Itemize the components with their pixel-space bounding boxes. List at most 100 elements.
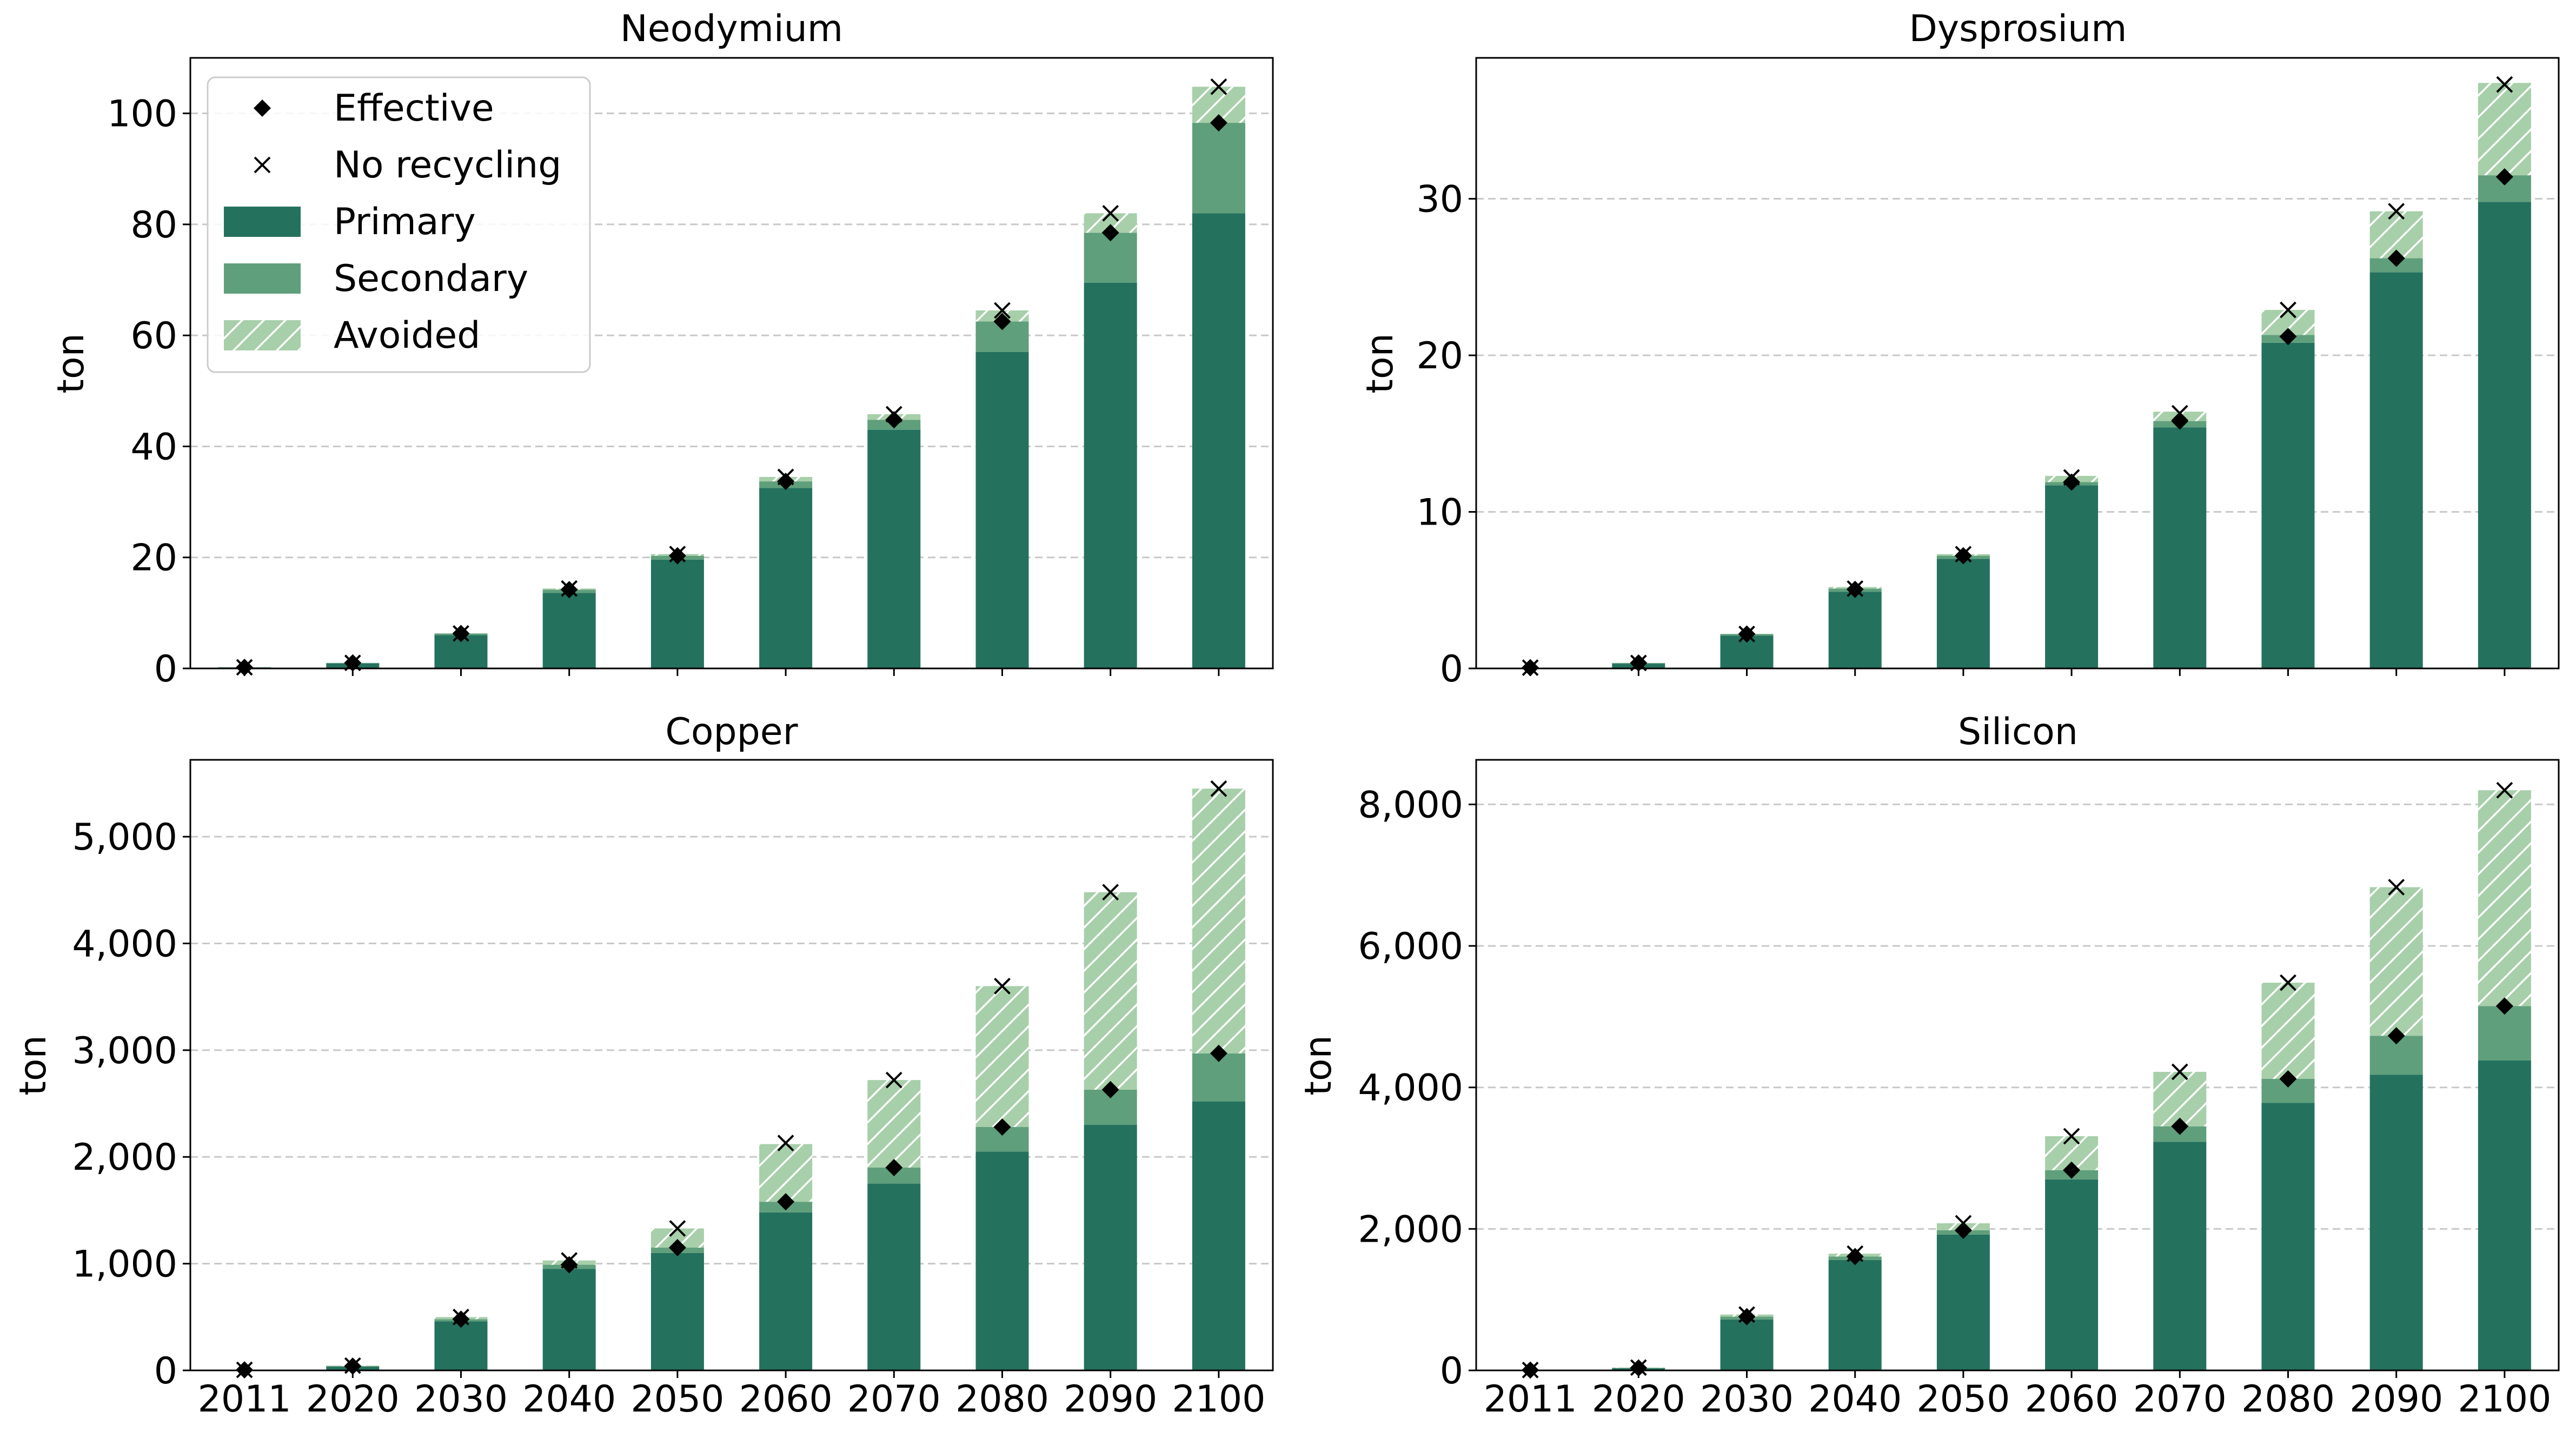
x-tick-label: 2011 bbox=[1484, 1378, 1577, 1421]
no-recycling-marker bbox=[669, 1220, 686, 1237]
bars bbox=[218, 87, 1245, 668]
effective-marker bbox=[777, 473, 795, 491]
effective-marker bbox=[1738, 625, 1756, 643]
effective-marker bbox=[560, 1256, 578, 1274]
effective-marker bbox=[1954, 547, 1972, 565]
effective-marker bbox=[560, 581, 578, 599]
markers bbox=[236, 78, 1227, 676]
x-tick-label: 2080 bbox=[2241, 1378, 2335, 1421]
y-axis-label: ton bbox=[1359, 333, 1402, 393]
bar-primary bbox=[650, 559, 704, 668]
bar-primary bbox=[1192, 1101, 1245, 1370]
legend-effective-label: Effective bbox=[334, 87, 494, 130]
plot-frame bbox=[1475, 57, 2560, 670]
bar-avoided bbox=[2478, 790, 2531, 1006]
no-recycling-marker bbox=[777, 1135, 794, 1152]
x-tick-label: 2030 bbox=[414, 1378, 508, 1421]
markers bbox=[236, 780, 1227, 1379]
no-recycling-marker bbox=[2388, 879, 2405, 896]
no-recycling-marker bbox=[994, 302, 1011, 319]
markers bbox=[1522, 76, 2513, 677]
bar-primary bbox=[975, 1151, 1029, 1370]
bar-primary bbox=[1192, 213, 1245, 668]
bar-primary bbox=[1828, 1260, 1882, 1370]
legend-no-recycling-marker bbox=[254, 156, 271, 174]
y-tick-label: 0 bbox=[1440, 1350, 1463, 1393]
bar-avoided bbox=[975, 986, 1029, 1127]
bar-primary bbox=[542, 1269, 596, 1370]
x-tick-label: 2100 bbox=[2458, 1378, 2551, 1421]
y-tick-label: 1,000 bbox=[72, 1243, 177, 1286]
y-tick-label: 10 bbox=[1416, 492, 1463, 534]
y-ticks: 0 1,000 2,000 3,000 4,000 5,000 bbox=[72, 816, 190, 1393]
no-recycling-marker bbox=[2496, 76, 2513, 93]
bar-avoided bbox=[867, 1080, 921, 1168]
bar-primary bbox=[2478, 1060, 2531, 1370]
chart-title: Copper bbox=[665, 711, 798, 753]
y-axis-label: ton bbox=[12, 1035, 55, 1095]
bar-primary bbox=[2261, 342, 2315, 668]
effective-marker bbox=[452, 625, 470, 642]
chart-title: Silicon bbox=[1958, 711, 2078, 753]
x-tick-label: 2030 bbox=[1700, 1378, 1794, 1421]
x-tick-label: 2060 bbox=[2025, 1378, 2119, 1421]
x-tick-label: 2090 bbox=[1064, 1378, 1157, 1421]
y-tick-label: 3,000 bbox=[72, 1030, 177, 1072]
y-ticks: 0 10 20 30 bbox=[1416, 178, 1476, 691]
x-tick-label: 2070 bbox=[2133, 1378, 2227, 1421]
bar-primary bbox=[1828, 592, 1882, 668]
chart-panel-copper: Copper ton 0 1,000 2,000 3,000 4,000 5,000 20… bbox=[12, 711, 1274, 1421]
x-tick-label: 2090 bbox=[2349, 1378, 2443, 1421]
x-tick-label: 2011 bbox=[198, 1378, 291, 1421]
bars bbox=[218, 788, 1245, 1370]
chart-panel-neodymium: Neodymium ton 0 20 40 60 80 100 Effective No … bbox=[50, 8, 1274, 691]
bar-primary bbox=[975, 352, 1029, 668]
x-ticks bbox=[1529, 668, 2506, 676]
y-tick-label: 2,000 bbox=[72, 1136, 177, 1179]
effective-marker bbox=[1210, 1044, 1227, 1062]
x-ticks bbox=[243, 668, 1220, 676]
bar-primary bbox=[2153, 427, 2207, 668]
effective-marker bbox=[344, 654, 362, 672]
y-tick-label: 8,000 bbox=[1358, 784, 1463, 826]
effective-marker bbox=[777, 1193, 795, 1211]
bar-primary bbox=[2478, 202, 2531, 668]
bar-primary bbox=[867, 429, 921, 668]
y-tick-label: 4,000 bbox=[1358, 1067, 1463, 1110]
effective-marker bbox=[1846, 1248, 1864, 1265]
y-tick-label: 0 bbox=[1440, 648, 1463, 691]
x-tick-label: 2060 bbox=[739, 1378, 833, 1421]
no-recycling-marker bbox=[885, 1071, 902, 1089]
effective-marker bbox=[2279, 328, 2297, 346]
effective-marker bbox=[1101, 224, 1119, 242]
bar-primary bbox=[2369, 1075, 2423, 1370]
bar-avoided bbox=[1084, 892, 1137, 1090]
effective-marker bbox=[1954, 1221, 1972, 1239]
effective-marker bbox=[885, 411, 903, 429]
legend-primary-label: Primary bbox=[334, 201, 476, 243]
effective-marker bbox=[2171, 412, 2189, 430]
effective-marker bbox=[2279, 1070, 2297, 1088]
no-recycling-marker bbox=[1102, 884, 1119, 901]
effective-marker bbox=[452, 1310, 470, 1328]
legend-secondary-label: Secondary bbox=[334, 257, 528, 300]
x-tick-label: 2040 bbox=[522, 1378, 616, 1421]
y-tick-label: 40 bbox=[130, 426, 177, 468]
bar-primary bbox=[650, 1253, 704, 1370]
chart-title: Dysprosium bbox=[1909, 8, 2127, 50]
legend-primary-swatch bbox=[224, 207, 301, 237]
plot-frame bbox=[189, 759, 1274, 1371]
bar-primary bbox=[1936, 559, 1990, 668]
bar-primary bbox=[1084, 1125, 1137, 1370]
bar-avoided bbox=[2153, 1071, 2207, 1126]
y-tick-label: 80 bbox=[130, 204, 177, 247]
no-recycling-marker bbox=[2280, 301, 2296, 319]
effective-marker bbox=[993, 1118, 1011, 1136]
effective-marker bbox=[2171, 1117, 2189, 1135]
x-ticks: 2011 2020 2030 2040 2050 2060 2070 2080 2090 2100 bbox=[1484, 1370, 2551, 1421]
effective-marker bbox=[993, 313, 1011, 330]
bar-secondary bbox=[2478, 1006, 2531, 1061]
bar-primary bbox=[1084, 282, 1137, 668]
